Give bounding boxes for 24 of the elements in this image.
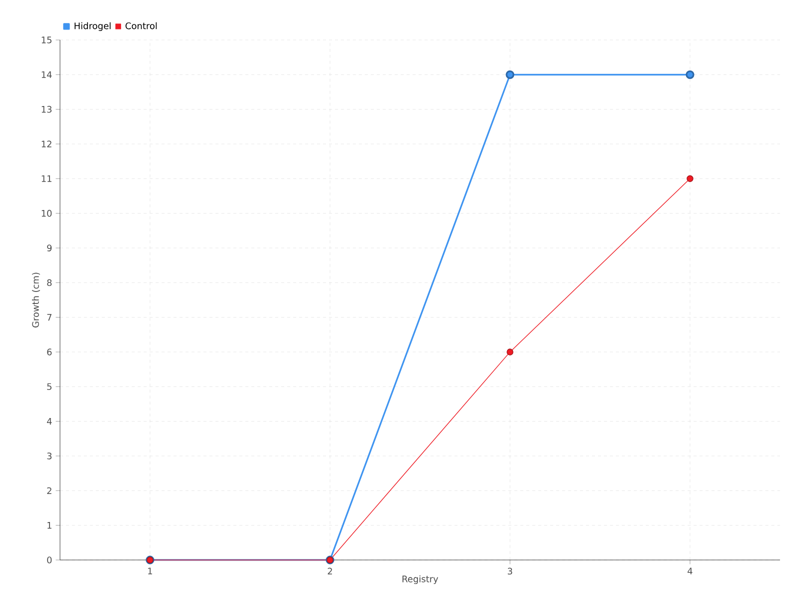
x-tick-label: 4 [688,568,692,574]
y-tick-label: 9 [47,244,52,252]
x-axis-title: Registry [402,575,438,584]
y-tick-label: 0 [47,556,52,564]
y-tick-label: 8 [47,279,52,286]
y-axis-title: Growth (cm) [32,272,40,328]
y-tick-label: 5 [47,383,52,390]
y-tick-label: 1 [48,522,52,529]
y-tick-label: 10 [42,210,52,217]
y-tick-label: 4 [46,418,52,425]
legend-label: Control [126,22,157,30]
y-tick-label: 11 [42,175,52,182]
y-tick-label: 12 [42,140,52,148]
y-tick-label: 6 [47,348,52,356]
y-tick-label: 7 [47,314,52,321]
y-tick-label: 3 [47,452,52,460]
y-tick-label: 15 [42,36,52,44]
y-tick-label: 14 [42,71,52,78]
y-tick-label: 13 [42,106,52,113]
x-tick-label: 3 [508,568,512,575]
x-tick-label: 2 [328,568,332,574]
x-tick-label: 1 [148,568,152,574]
legend-label: Hidrogel [74,22,111,31]
y-tick-label: 2 [47,487,52,494]
